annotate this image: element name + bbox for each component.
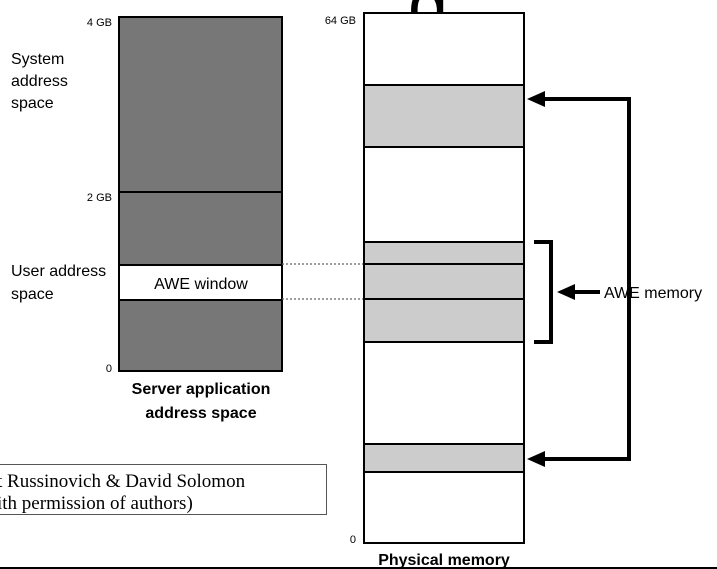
system-address-space-label-2: address <box>11 73 68 90</box>
awe-window-block <box>118 264 283 301</box>
awe-bracket <box>534 240 553 344</box>
system-address-space-block <box>118 16 283 193</box>
physical-memory-caption: Physical memory <box>378 552 510 569</box>
awe-memory-pointer-arrow <box>557 284 575 300</box>
user-space-lower-block <box>118 299 283 372</box>
credit-line-2: ith permission of authors) <box>0 493 193 514</box>
credit-box: t Russinovich & David Solomon ith permis… <box>0 464 327 515</box>
user-space-upper-block <box>118 191 283 266</box>
right-tick-64gb: 64 GB <box>325 15 356 27</box>
credit-line-1: t Russinovich & David Solomon <box>0 471 246 492</box>
physical-page-awe-1 <box>363 241 525 265</box>
system-address-space-label-3: space <box>11 95 54 112</box>
left-tick-4gb: 4 GB <box>87 17 112 29</box>
left-tick-0: 0 <box>106 363 112 375</box>
right-tick-0: 0 <box>350 534 356 546</box>
physical-page-top <box>363 84 525 148</box>
system-address-space-label-1: System <box>11 51 64 68</box>
server-caption-line-2: address space <box>145 405 256 422</box>
physical-page-awe-3 <box>363 298 525 343</box>
server-caption-line-1: Server application <box>132 381 271 398</box>
physical-page-awe-2 <box>363 263 525 300</box>
left-tick-2gb: 2 GB <box>87 192 112 204</box>
awe-window-label: AWE window <box>154 276 248 293</box>
physical-page-bottom <box>363 443 525 473</box>
awe-memory-label: AWE memory <box>604 285 702 302</box>
arrow-to-bottom-page <box>527 451 545 467</box>
user-address-space-label-2: space <box>11 286 54 303</box>
arrow-to-top-page <box>527 91 545 107</box>
awe-connector-line <box>542 97 631 461</box>
user-address-space-label-1: User address <box>11 263 106 280</box>
